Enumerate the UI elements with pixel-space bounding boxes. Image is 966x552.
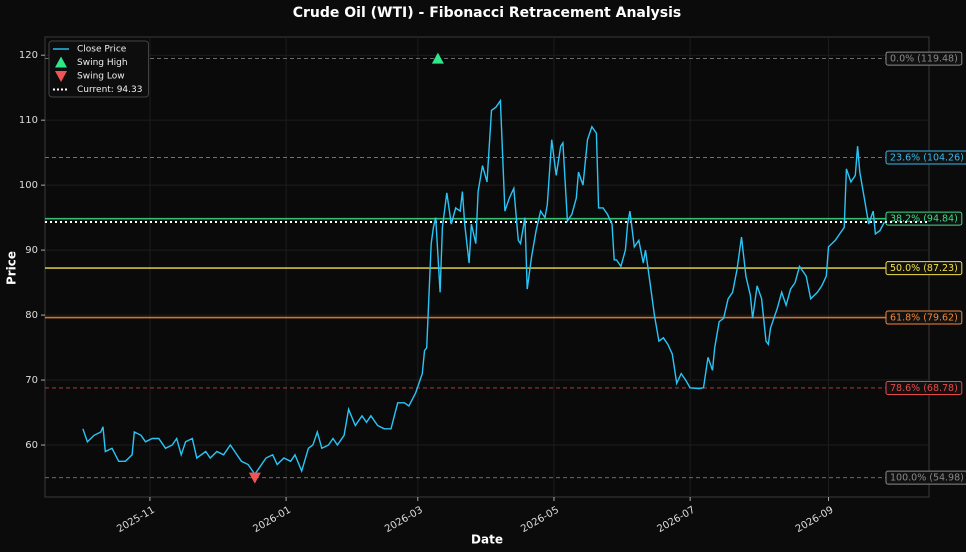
fib-label-box xyxy=(885,51,963,66)
fib-label-box xyxy=(885,261,963,276)
legend-label: Swing Low xyxy=(77,72,125,82)
y-tick-label: 60 xyxy=(25,440,38,451)
swing-low-marker xyxy=(248,472,261,484)
fib-label: 50.0% (87.23) xyxy=(890,263,958,274)
legend-label: Current: 94.33 xyxy=(77,85,142,95)
fib-label-box xyxy=(885,150,966,165)
fib-label-box xyxy=(885,380,963,395)
y-tick-label: 100 xyxy=(19,180,38,191)
fib-label: 23.6% (104.26) xyxy=(890,152,964,163)
fib-label: 0.0% (119.48) xyxy=(890,54,958,65)
fib-label: 78.6% (68.78) xyxy=(890,383,958,394)
legend-box xyxy=(48,40,149,98)
chart-title: Crude Oil (WTI) - Fibonacci Retracement … xyxy=(293,5,682,21)
y-tick-label: 90 xyxy=(25,245,38,256)
y-tick-label: 80 xyxy=(25,310,38,321)
fib-label: 61.8% (79.62) xyxy=(890,313,958,324)
price-line xyxy=(82,98,886,476)
legend-label: Swing High xyxy=(77,58,128,68)
fib-label-box xyxy=(885,470,966,485)
legend-swatch xyxy=(55,71,67,82)
y-tick-label: 110 xyxy=(19,115,38,126)
legend-swatch xyxy=(55,56,67,68)
x-axis-label: Date xyxy=(471,533,503,547)
y-tick-label: 120 xyxy=(19,50,38,61)
fib-label: 38.2% (94.84) xyxy=(890,214,958,225)
plot-area xyxy=(44,36,930,498)
fib-label: 100.0% (54.98) xyxy=(890,473,964,484)
swing-high-marker xyxy=(431,52,444,64)
fib-label-box xyxy=(885,310,963,325)
y-axis-label: Price xyxy=(5,251,19,285)
y-tick-label: 70 xyxy=(25,375,38,386)
fib-label-box xyxy=(885,211,963,226)
legend-label: Close Price xyxy=(77,45,127,55)
